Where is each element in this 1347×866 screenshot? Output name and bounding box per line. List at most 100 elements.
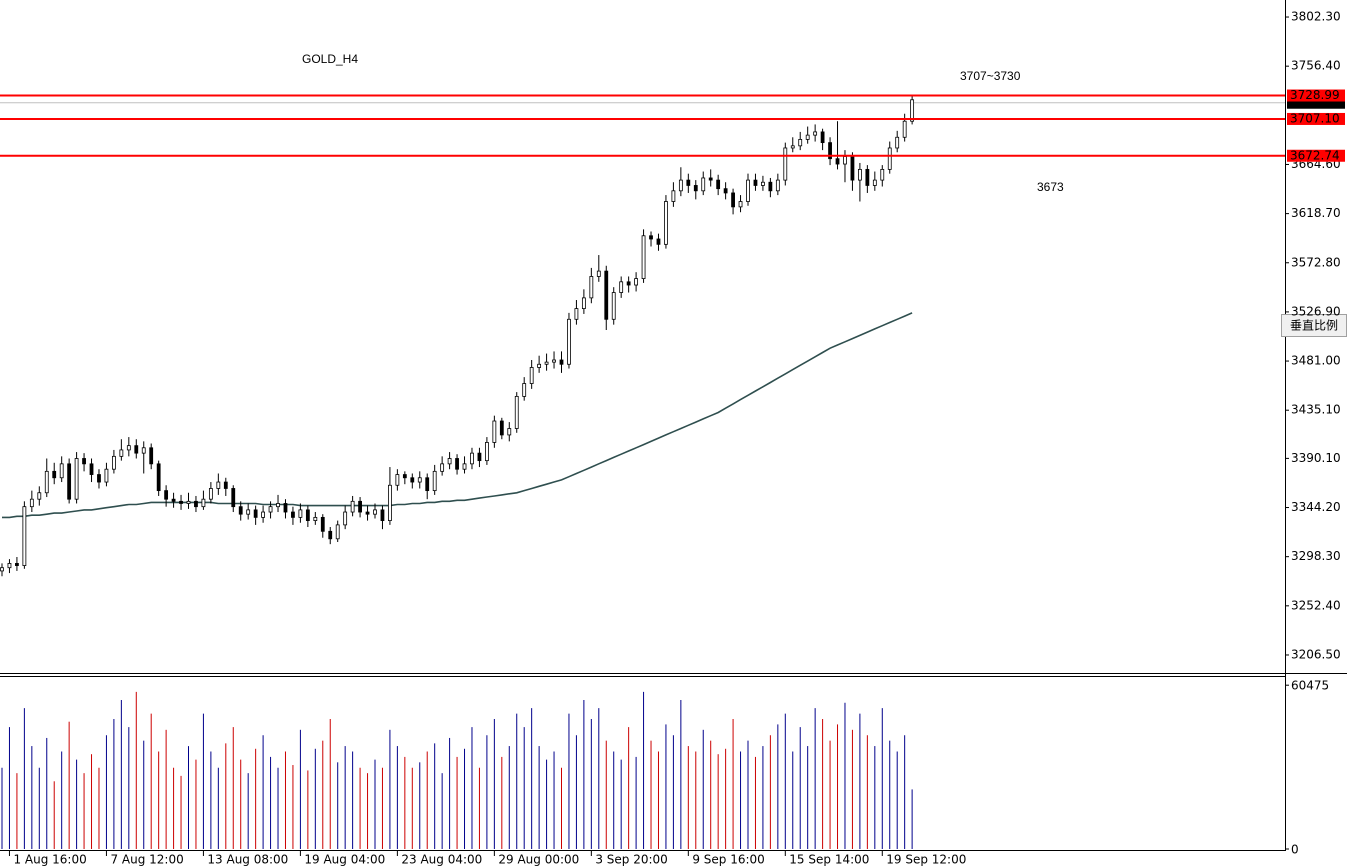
level-label-box bbox=[1287, 149, 1345, 162]
candle-body bbox=[574, 308, 579, 320]
candle-body bbox=[171, 498, 176, 502]
scale-button[interactable]: 垂直比例 bbox=[1281, 314, 1347, 337]
y-tick-label: 3618.70 bbox=[1291, 206, 1341, 220]
candle-body bbox=[865, 168, 870, 186]
candle-body bbox=[581, 297, 586, 309]
candle-body bbox=[701, 177, 706, 192]
candle-body bbox=[790, 145, 795, 149]
candle-body bbox=[492, 420, 497, 443]
candle-body bbox=[544, 361, 549, 365]
candle-body bbox=[350, 500, 355, 513]
candle-body bbox=[156, 463, 161, 492]
button-label[interactable]: 垂直比例 bbox=[1290, 319, 1338, 333]
candle-body bbox=[484, 442, 489, 462]
candle-body bbox=[596, 270, 601, 277]
candle-body bbox=[104, 468, 109, 483]
candle-body bbox=[522, 383, 527, 397]
candle-body bbox=[179, 500, 183, 504]
candle-body bbox=[887, 147, 892, 170]
candle-body bbox=[380, 509, 385, 521]
y-tick-label: 3206.50 bbox=[1291, 647, 1341, 661]
candle-body bbox=[7, 563, 12, 569]
candle-body bbox=[455, 458, 459, 470]
candle-body bbox=[678, 179, 683, 192]
candle-body bbox=[477, 452, 482, 462]
candle-body bbox=[656, 238, 661, 245]
x-tick-label: 29 Aug 00:00 bbox=[498, 853, 579, 866]
annotation: GOLD_H4 bbox=[302, 52, 358, 66]
candle-body bbox=[746, 179, 750, 202]
candle-body bbox=[738, 201, 743, 208]
candle-body bbox=[82, 458, 86, 465]
candle-body bbox=[805, 134, 810, 140]
candle-body bbox=[268, 506, 273, 513]
candle-body bbox=[223, 481, 228, 489]
candle-body bbox=[395, 474, 400, 486]
volume-tick-label: 60475 bbox=[1291, 679, 1329, 693]
candle-body bbox=[731, 192, 735, 208]
candle-body bbox=[417, 477, 422, 483]
candle-body bbox=[291, 511, 295, 518]
candle-body bbox=[74, 458, 79, 500]
candle-body bbox=[693, 185, 698, 192]
candle-body bbox=[276, 503, 280, 508]
y-tick-label: 3344.20 bbox=[1291, 500, 1341, 514]
candle-body bbox=[320, 516, 325, 532]
candle-body bbox=[134, 445, 139, 454]
candle-body bbox=[835, 158, 840, 165]
candle-body bbox=[813, 131, 818, 136]
candle-body bbox=[343, 511, 348, 526]
candle-body bbox=[686, 179, 691, 186]
candle-body bbox=[514, 395, 519, 429]
candle-body bbox=[373, 509, 377, 515]
candle-body bbox=[529, 367, 534, 384]
candle-body bbox=[89, 463, 94, 475]
x-tick-label: 15 Sep 14:00 bbox=[789, 853, 869, 866]
candle-body bbox=[753, 179, 758, 186]
candle-body bbox=[149, 447, 154, 465]
candle-body bbox=[365, 511, 370, 515]
candle-body bbox=[820, 131, 825, 144]
candle-body bbox=[305, 509, 310, 521]
level-label: 3672.74 bbox=[1290, 148, 1340, 162]
x-tick-label: 9 Sep 16:00 bbox=[692, 853, 764, 866]
candle-body bbox=[164, 490, 169, 500]
candle-body bbox=[559, 359, 564, 365]
candle-body bbox=[775, 179, 780, 192]
level-label-box bbox=[1287, 112, 1345, 125]
candle-body bbox=[253, 509, 258, 518]
x-tick-label: 23 Aug 04:00 bbox=[401, 853, 482, 866]
candle-body bbox=[335, 524, 340, 540]
candle-body bbox=[880, 168, 885, 181]
candle-body bbox=[619, 281, 624, 293]
candle-body bbox=[410, 477, 415, 483]
candle-body bbox=[126, 445, 131, 451]
candle-body bbox=[447, 458, 452, 465]
candle-body bbox=[671, 190, 676, 202]
y-tick-label: 3481.00 bbox=[1291, 354, 1341, 368]
candle-body bbox=[328, 530, 333, 540]
candle-body bbox=[589, 276, 594, 299]
level-label: 3728.99 bbox=[1290, 88, 1340, 102]
x-tick-label: 19 Sep 12:00 bbox=[886, 853, 966, 866]
candle-body bbox=[208, 488, 213, 500]
x-tick-label: 13 Aug 08:00 bbox=[207, 853, 288, 866]
candle-body bbox=[723, 188, 728, 194]
candle-body bbox=[828, 142, 832, 160]
candle-body bbox=[52, 470, 57, 479]
x-tick-label: 7 Aug 12:00 bbox=[110, 853, 183, 866]
candle-body bbox=[895, 136, 900, 149]
candle-body bbox=[15, 563, 19, 566]
candle-body bbox=[664, 201, 668, 245]
candle-body bbox=[29, 498, 34, 508]
y-tick-label: 3252.40 bbox=[1291, 598, 1341, 612]
candle-body bbox=[59, 463, 64, 479]
annotation: 3673 bbox=[1037, 180, 1064, 194]
candle-body bbox=[186, 500, 191, 504]
candle-body bbox=[716, 179, 721, 190]
candle-body bbox=[604, 270, 609, 320]
candle-body bbox=[358, 500, 362, 513]
candle-body bbox=[440, 463, 445, 472]
candle-body bbox=[761, 181, 765, 186]
